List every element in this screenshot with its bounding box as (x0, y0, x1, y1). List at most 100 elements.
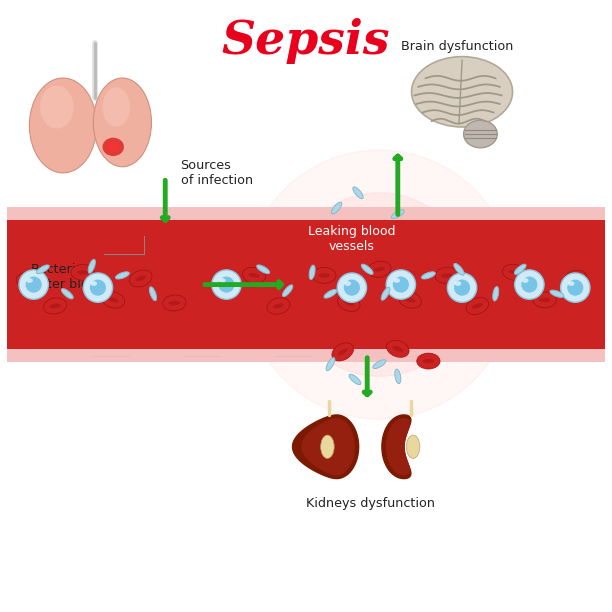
Ellipse shape (454, 263, 464, 275)
Ellipse shape (343, 300, 354, 306)
Ellipse shape (108, 297, 119, 302)
Ellipse shape (273, 304, 284, 308)
Ellipse shape (395, 369, 401, 384)
Ellipse shape (309, 265, 315, 280)
Ellipse shape (163, 295, 186, 311)
Ellipse shape (332, 343, 354, 361)
Ellipse shape (345, 281, 351, 286)
Ellipse shape (568, 281, 575, 286)
Ellipse shape (248, 273, 259, 278)
Ellipse shape (391, 210, 405, 218)
Ellipse shape (43, 298, 67, 314)
Ellipse shape (373, 360, 386, 368)
Ellipse shape (361, 264, 373, 274)
Ellipse shape (40, 86, 74, 129)
Ellipse shape (91, 281, 97, 286)
Ellipse shape (77, 270, 89, 275)
Ellipse shape (36, 265, 50, 274)
Ellipse shape (521, 277, 537, 293)
Ellipse shape (103, 138, 124, 156)
Circle shape (245, 150, 514, 419)
Ellipse shape (83, 273, 113, 302)
Ellipse shape (368, 261, 391, 277)
Ellipse shape (256, 265, 270, 274)
Ellipse shape (398, 292, 422, 308)
Ellipse shape (435, 267, 458, 283)
Ellipse shape (522, 278, 529, 283)
Ellipse shape (455, 281, 461, 286)
Ellipse shape (326, 357, 335, 371)
Ellipse shape (26, 278, 33, 283)
Ellipse shape (392, 346, 403, 352)
Ellipse shape (412, 57, 513, 127)
Ellipse shape (283, 285, 293, 297)
Polygon shape (382, 415, 411, 479)
Ellipse shape (417, 353, 440, 369)
Ellipse shape (406, 435, 420, 458)
Ellipse shape (394, 278, 400, 283)
Ellipse shape (324, 289, 337, 298)
Ellipse shape (514, 264, 526, 274)
Text: Kidneys dysfunction: Kidneys dysfunction (306, 497, 435, 510)
Text: Leaking blood
vessels: Leaking blood vessels (308, 225, 395, 253)
Ellipse shape (493, 286, 499, 301)
Ellipse shape (90, 280, 106, 296)
Ellipse shape (321, 435, 334, 458)
Circle shape (288, 193, 471, 376)
Ellipse shape (313, 267, 336, 283)
Ellipse shape (533, 292, 556, 308)
Ellipse shape (515, 270, 544, 299)
Ellipse shape (103, 88, 130, 127)
Ellipse shape (88, 259, 95, 273)
Ellipse shape (441, 273, 452, 278)
Ellipse shape (567, 280, 583, 296)
Polygon shape (293, 415, 359, 479)
Ellipse shape (509, 270, 520, 275)
Ellipse shape (19, 270, 48, 299)
Polygon shape (302, 419, 354, 475)
Text: Brain dysfunction: Brain dysfunction (401, 40, 513, 53)
Ellipse shape (17, 273, 39, 290)
Circle shape (324, 230, 435, 340)
Ellipse shape (108, 142, 119, 152)
Ellipse shape (349, 375, 361, 384)
Ellipse shape (344, 280, 360, 296)
Ellipse shape (387, 340, 409, 357)
Ellipse shape (374, 267, 385, 272)
Ellipse shape (472, 303, 483, 309)
Ellipse shape (319, 273, 330, 278)
Ellipse shape (130, 270, 152, 287)
Ellipse shape (550, 290, 564, 297)
Ellipse shape (454, 280, 470, 296)
Ellipse shape (169, 300, 180, 305)
Ellipse shape (386, 270, 416, 299)
Ellipse shape (502, 264, 526, 280)
Ellipse shape (94, 78, 152, 167)
Polygon shape (386, 419, 409, 475)
Ellipse shape (50, 304, 61, 308)
Ellipse shape (405, 297, 416, 302)
Ellipse shape (539, 297, 551, 302)
Ellipse shape (71, 264, 94, 280)
Ellipse shape (447, 273, 477, 302)
Ellipse shape (212, 270, 241, 299)
Ellipse shape (338, 348, 348, 356)
Ellipse shape (219, 278, 226, 283)
Bar (7, 349, 605, 362)
Ellipse shape (353, 187, 363, 199)
Ellipse shape (22, 278, 33, 285)
Ellipse shape (102, 292, 125, 308)
Ellipse shape (29, 78, 97, 173)
Ellipse shape (149, 287, 157, 300)
Ellipse shape (218, 277, 234, 293)
Ellipse shape (381, 287, 390, 300)
Ellipse shape (466, 297, 488, 315)
Ellipse shape (423, 359, 435, 364)
Ellipse shape (242, 267, 266, 283)
Ellipse shape (393, 277, 409, 293)
Text: Sources
of infection: Sources of infection (181, 159, 253, 187)
Ellipse shape (135, 275, 146, 282)
Ellipse shape (61, 289, 73, 299)
Ellipse shape (26, 277, 42, 293)
Text: Sepsis: Sepsis (222, 18, 390, 64)
